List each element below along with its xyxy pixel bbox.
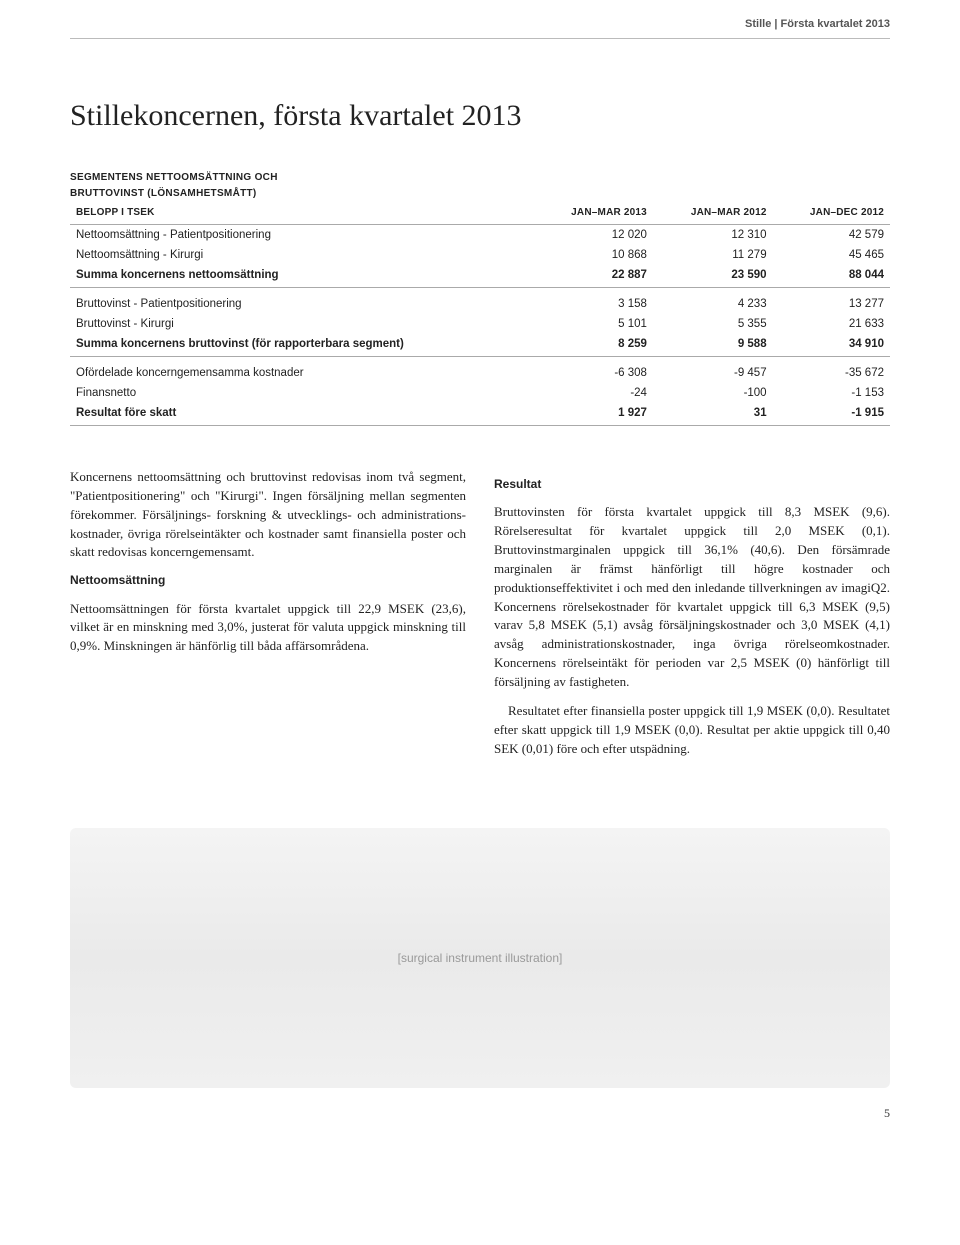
- table-cell: 9 588: [653, 334, 773, 357]
- table-cell: 3 158: [533, 288, 653, 315]
- table-cell: 22 887: [533, 265, 653, 288]
- header-brand: Stille: [745, 18, 771, 30]
- left-p2: Nettoomsättningen för första kvartalet u…: [70, 600, 466, 657]
- table-cell: 10 868: [533, 245, 653, 265]
- page-body: Stillekoncernen, första kvartalet 2013 S…: [0, 39, 960, 798]
- table-cell: 21 633: [773, 314, 890, 334]
- table-row-label: Summa koncernens nettoomsättning: [70, 265, 533, 288]
- table-row-label: Bruttovinst - Patientpositionering: [70, 288, 533, 315]
- header-period: Första kvartalet 2013: [781, 18, 890, 30]
- table-cell: -1 153: [773, 383, 890, 403]
- table-cell: -35 672: [773, 357, 890, 384]
- text-columns: Koncernens nettoomsättning och bruttovin…: [70, 468, 890, 768]
- right-p2: Resultatet efter finansiella poster uppg…: [494, 702, 890, 759]
- left-p1: Koncernens nettoomsättning och bruttovin…: [70, 468, 466, 562]
- table-cell: 5 101: [533, 314, 653, 334]
- table-header-row: BELOPP I TSEK JAN–MAR 2013 JAN–MAR 2012 …: [70, 203, 890, 225]
- page-number: 5: [0, 1088, 960, 1145]
- header-sep: |: [774, 18, 777, 30]
- table-row: Bruttovinst - Kirurgi5 1015 35521 633: [70, 314, 890, 334]
- table-cell: -1 915: [773, 403, 890, 426]
- table-cell: 8 259: [533, 334, 653, 357]
- right-subhead-1: Resultat: [494, 476, 890, 493]
- table-row-label: Ofördelade koncerngemensamma kostnader: [70, 357, 533, 384]
- table-cell: 45 465: [773, 245, 890, 265]
- right-column: Resultat Bruttovinsten för första kvarta…: [494, 468, 890, 768]
- table-row: Finansnetto-24-100-1 153: [70, 383, 890, 403]
- table-cell: 88 044: [773, 265, 890, 288]
- table-cell: 42 579: [773, 225, 890, 246]
- table-row: Resultat före skatt1 92731-1 915: [70, 403, 890, 426]
- table-row-label: Nettoomsättning - Patientpositionering: [70, 225, 533, 246]
- left-column: Koncernens nettoomsättning och bruttovin…: [70, 468, 466, 768]
- table-col-3: JAN–DEC 2012: [773, 203, 890, 225]
- table-cell: 1 927: [533, 403, 653, 426]
- table-caption-line1: SEGMENTENS NETTOOMSÄTTNING OCH: [70, 171, 890, 185]
- table-row-label: Summa koncernens bruttovinst (för rappor…: [70, 334, 533, 357]
- table-cell: 5 355: [653, 314, 773, 334]
- table-row: Summa koncernens bruttovinst (för rappor…: [70, 334, 890, 357]
- table-col-2: JAN–MAR 2012: [653, 203, 773, 225]
- instrument-image: [surgical instrument illustration]: [70, 828, 890, 1088]
- image-placeholder-label: [surgical instrument illustration]: [398, 951, 563, 965]
- table-cell: -9 457: [653, 357, 773, 384]
- table-cell: 11 279: [653, 245, 773, 265]
- page-title: Stillekoncernen, första kvartalet 2013: [70, 99, 890, 133]
- table-cell: 4 233: [653, 288, 773, 315]
- table-col-label: BELOPP I TSEK: [70, 203, 533, 225]
- page-header: Stille | Första kvartalet 2013: [0, 0, 960, 30]
- table-col-1: JAN–MAR 2013: [533, 203, 653, 225]
- right-p1: Bruttovinsten för första kvartalet uppgi…: [494, 503, 890, 691]
- table-cell: -24: [533, 383, 653, 403]
- table-cell: 12 020: [533, 225, 653, 246]
- table-row-label: Finansnetto: [70, 383, 533, 403]
- table-row: Summa koncernens nettoomsättning22 88723…: [70, 265, 890, 288]
- table-cell: -100: [653, 383, 773, 403]
- left-subhead-1: Nettoomsättning: [70, 572, 466, 589]
- table-row-label: Bruttovinst - Kirurgi: [70, 314, 533, 334]
- table-cell: -6 308: [533, 357, 653, 384]
- table-cell: 23 590: [653, 265, 773, 288]
- table-row-label: Resultat före skatt: [70, 403, 533, 426]
- table-row: Bruttovinst - Patientpositionering3 1584…: [70, 288, 890, 315]
- table-row: Ofördelade koncerngemensamma kostnader-6…: [70, 357, 890, 384]
- table-row-label: Nettoomsättning - Kirurgi: [70, 245, 533, 265]
- table-cell: 34 910: [773, 334, 890, 357]
- table-row: Nettoomsättning - Kirurgi10 86811 27945 …: [70, 245, 890, 265]
- table-cell: 31: [653, 403, 773, 426]
- table-cell: 13 277: [773, 288, 890, 315]
- table-cell: 12 310: [653, 225, 773, 246]
- table-row: Nettoomsättning - Patientpositionering12…: [70, 225, 890, 246]
- table-caption-line2: BRUTTOVINST (LÖNSAMHETSMÅTT): [70, 187, 890, 201]
- financial-table: BELOPP I TSEK JAN–MAR 2013 JAN–MAR 2012 …: [70, 203, 890, 426]
